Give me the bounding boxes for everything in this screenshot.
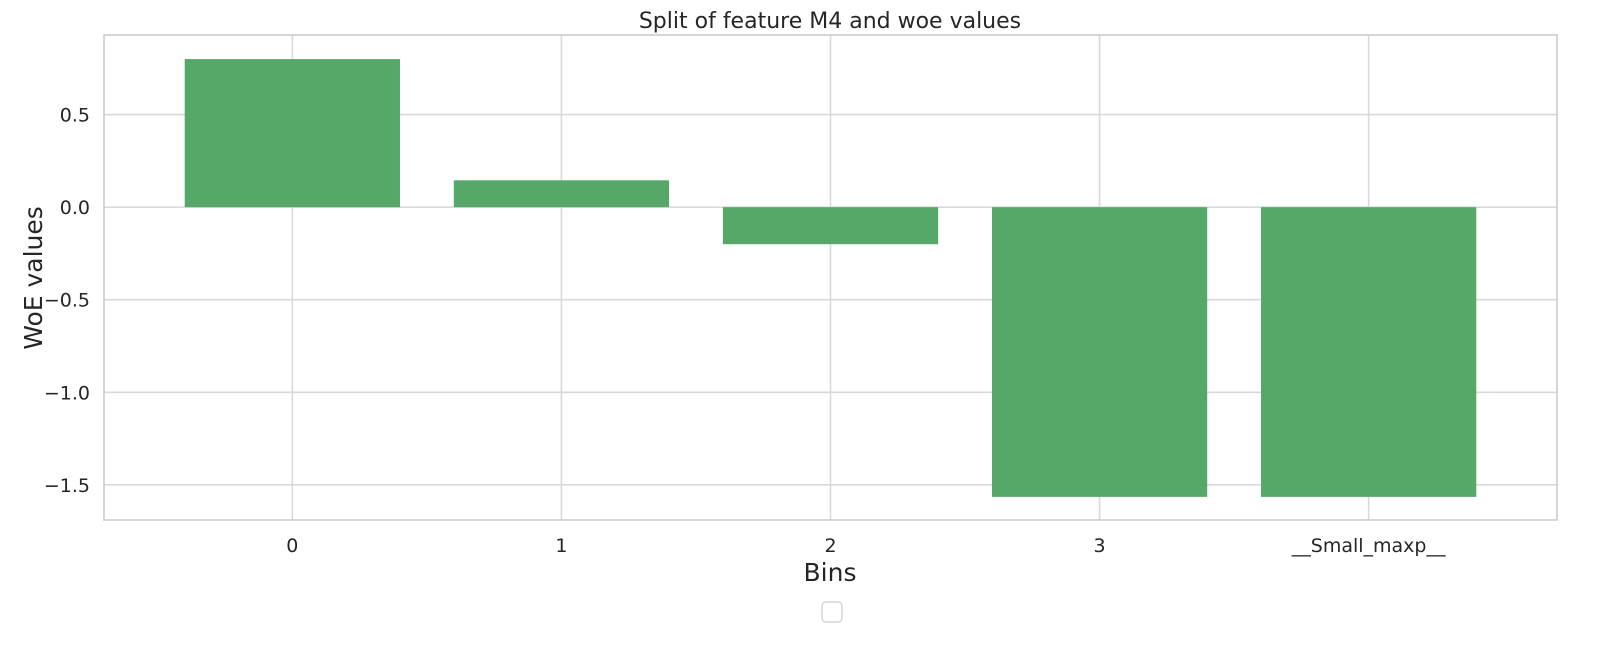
- y-tick-label: 0.0: [60, 197, 90, 219]
- bar: [453, 180, 670, 208]
- x-tick-label: __Small_maxp__: [1291, 535, 1446, 557]
- y-tick-label: −0.5: [44, 290, 90, 312]
- x-tick-label: 3: [1094, 535, 1106, 557]
- plot-area-frame: [103, 34, 1558, 521]
- bar: [1261, 207, 1477, 497]
- y-tick-label: −1.5: [44, 475, 90, 497]
- bar: [991, 207, 1208, 497]
- y-tick-label: −1.0: [44, 382, 90, 404]
- empty-legend: [821, 601, 843, 623]
- y-tick-label: 0.5: [60, 105, 90, 127]
- x-tick-label: 0: [286, 535, 298, 557]
- bar: [184, 59, 400, 208]
- chart-title: Split of feature M4 and woe values: [639, 9, 1021, 34]
- x-tick-label: 1: [555, 535, 567, 557]
- x-tick-labels: 0 1 2 3 __Small_maxp__: [286, 535, 1446, 557]
- y-axis-label: WoE values: [19, 206, 48, 350]
- bar: [722, 207, 939, 245]
- bars: [184, 59, 1477, 497]
- x-axis-label: Bins: [804, 558, 857, 587]
- x-tick-label: 2: [824, 535, 836, 557]
- y-tick-labels: 0.5 0.0 −0.5 −1.0 −1.5: [44, 105, 90, 497]
